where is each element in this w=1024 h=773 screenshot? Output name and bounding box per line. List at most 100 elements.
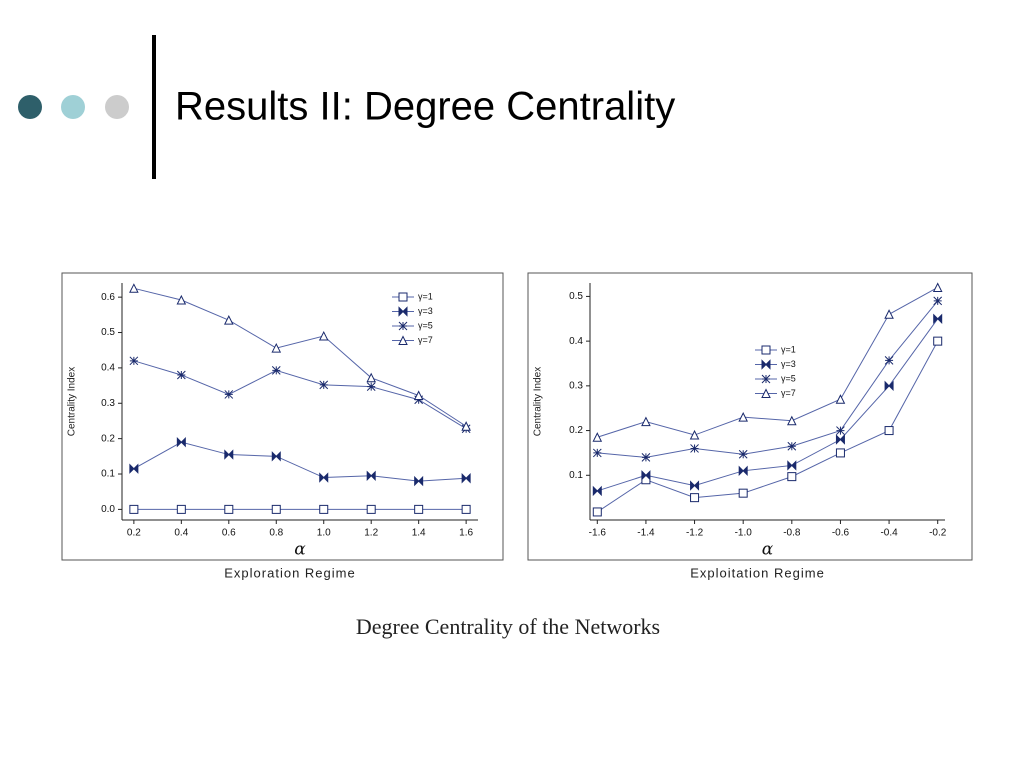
marker-square bbox=[319, 504, 329, 514]
marker bbox=[738, 488, 748, 498]
marker-asterisk bbox=[319, 380, 329, 390]
marker-triangle bbox=[461, 421, 471, 431]
x-axis-symbol: α bbox=[294, 540, 306, 560]
x-tick-label: 1.0 bbox=[317, 528, 331, 539]
marker-bowtie bbox=[787, 460, 797, 471]
x-tick-label: 1.2 bbox=[364, 528, 378, 539]
marker-bowtie bbox=[319, 472, 329, 483]
marker bbox=[398, 292, 408, 302]
y-tick-label: 0.2 bbox=[569, 425, 583, 436]
marker-bowtie bbox=[398, 306, 408, 317]
y-tick-label: 0.5 bbox=[569, 291, 583, 302]
marker-triangle bbox=[592, 432, 603, 442]
marker-triangle bbox=[318, 330, 329, 341]
marker bbox=[641, 416, 651, 427]
marker bbox=[738, 412, 748, 422]
marker bbox=[884, 380, 894, 392]
marker bbox=[366, 372, 377, 383]
marker-triangle bbox=[398, 335, 408, 345]
marker-asterisk bbox=[787, 441, 797, 451]
marker bbox=[835, 448, 845, 458]
chart-frame bbox=[527, 272, 973, 561]
x-tick-label: 0.8 bbox=[269, 528, 283, 539]
x-tick-label: -1.0 bbox=[735, 528, 753, 539]
marker bbox=[366, 470, 376, 481]
marker-bowtie bbox=[835, 434, 845, 445]
marker bbox=[366, 504, 376, 514]
marker-square bbox=[461, 504, 471, 514]
x-tick-label: -0.8 bbox=[783, 528, 801, 539]
y-tick-label: 0.6 bbox=[101, 292, 115, 303]
x-tick-label: 0.2 bbox=[127, 528, 141, 539]
marker bbox=[884, 426, 894, 436]
marker bbox=[461, 473, 471, 484]
marker-triangle bbox=[835, 394, 846, 404]
marker bbox=[271, 451, 281, 462]
marker-asterisk bbox=[761, 374, 771, 384]
marker bbox=[129, 283, 139, 293]
marker bbox=[932, 282, 943, 292]
marker bbox=[461, 504, 471, 514]
marker bbox=[641, 470, 651, 481]
series-line bbox=[133, 360, 467, 430]
y-axis-title: Centrality Index bbox=[67, 367, 78, 436]
marker bbox=[176, 370, 186, 380]
marker-asterisk bbox=[836, 426, 845, 435]
x-axis-symbol: α bbox=[762, 540, 774, 560]
marker-bowtie bbox=[592, 485, 602, 497]
marker bbox=[414, 504, 424, 514]
marker bbox=[271, 342, 282, 353]
marker-asterisk bbox=[271, 366, 281, 375]
marker-asterisk bbox=[176, 370, 186, 380]
marker bbox=[592, 432, 603, 442]
x-tick-label: 1.4 bbox=[412, 528, 426, 539]
marker-triangle bbox=[176, 294, 187, 305]
x-axis-title: Exploitation Regime bbox=[690, 565, 825, 580]
x-tick-label: -1.4 bbox=[637, 528, 655, 539]
marker bbox=[761, 345, 771, 355]
marker bbox=[933, 336, 943, 346]
x-tick-label: -1.2 bbox=[686, 528, 704, 539]
marker bbox=[592, 485, 602, 497]
marker bbox=[738, 449, 748, 459]
x-axis-title: Exploration Regime bbox=[224, 565, 355, 580]
marker bbox=[933, 296, 943, 306]
marker-square bbox=[787, 472, 797, 482]
x-tick-label: -0.6 bbox=[832, 528, 850, 539]
marker-asterisk bbox=[592, 448, 602, 458]
bullet-dot bbox=[61, 95, 85, 119]
series-line bbox=[133, 287, 467, 427]
series-line bbox=[133, 441, 467, 482]
legend-label: γ=3 bbox=[418, 306, 433, 316]
marker bbox=[689, 429, 700, 440]
marker bbox=[224, 504, 234, 514]
marker bbox=[318, 330, 329, 341]
marker bbox=[176, 436, 186, 448]
marker bbox=[398, 306, 408, 317]
marker bbox=[836, 426, 845, 435]
marker bbox=[787, 441, 797, 451]
marker bbox=[761, 388, 771, 398]
marker bbox=[461, 421, 471, 431]
marker bbox=[398, 321, 408, 331]
marker bbox=[933, 313, 943, 324]
marker-triangle bbox=[884, 309, 894, 319]
y-tick-label: 0.4 bbox=[569, 336, 583, 347]
marker-bowtie bbox=[271, 451, 281, 462]
marker bbox=[224, 449, 234, 460]
marker-square bbox=[933, 336, 943, 346]
y-tick-label: 0.2 bbox=[101, 433, 115, 444]
marker bbox=[835, 434, 845, 445]
marker bbox=[398, 335, 408, 345]
marker bbox=[884, 356, 894, 365]
marker bbox=[366, 382, 376, 391]
marker-square bbox=[884, 426, 894, 436]
marker-asterisk bbox=[129, 356, 139, 366]
marker bbox=[271, 504, 281, 514]
x-tick-label: -0.2 bbox=[929, 528, 947, 539]
marker bbox=[319, 472, 329, 483]
y-tick-label: 0.4 bbox=[101, 363, 115, 374]
marker bbox=[761, 359, 771, 370]
marker-bowtie bbox=[224, 449, 234, 460]
marker-square bbox=[738, 488, 748, 498]
